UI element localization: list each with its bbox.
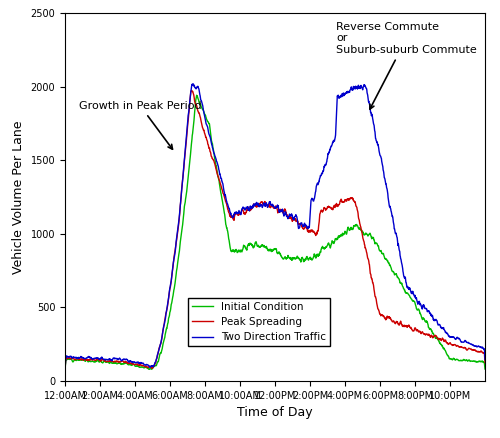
Initial Condition	[156, 359, 162, 364]
Two Direction Traffic	[432, 318, 438, 323]
Initial Condition	[340, 232, 346, 237]
Y-axis label: Vehicle Volume Per Lane: Vehicle Volume Per Lane	[12, 120, 25, 274]
Text: Growth in Peak Period: Growth in Peak Period	[79, 101, 202, 149]
Peak Spreading	[156, 349, 162, 354]
Initial Condition	[62, 367, 68, 373]
Line: Initial Condition: Initial Condition	[65, 95, 485, 370]
Two Direction Traffic	[396, 241, 402, 246]
Two Direction Traffic	[62, 367, 68, 372]
Peak Spreading	[188, 88, 194, 93]
Peak Spreading	[62, 367, 68, 372]
Initial Condition	[482, 367, 488, 372]
Two Direction Traffic	[145, 363, 151, 368]
Two Direction Traffic	[340, 90, 346, 95]
Two Direction Traffic	[156, 349, 162, 354]
Two Direction Traffic	[202, 119, 208, 124]
Legend: Initial Condition, Peak Spreading, Two Direction Traffic: Initial Condition, Peak Spreading, Two D…	[188, 298, 330, 346]
Peak Spreading	[396, 322, 402, 327]
Line: Two Direction Traffic: Two Direction Traffic	[65, 84, 485, 369]
Two Direction Traffic	[482, 357, 488, 362]
Text: Reverse Commute
or
Suburb-suburb Commute: Reverse Commute or Suburb-suburb Commute	[336, 21, 477, 109]
Peak Spreading	[432, 333, 438, 338]
Line: Peak Spreading: Peak Spreading	[65, 90, 485, 369]
Initial Condition	[202, 113, 208, 119]
Peak Spreading	[145, 365, 151, 370]
Initial Condition	[432, 336, 438, 341]
Two Direction Traffic	[190, 81, 196, 86]
Peak Spreading	[482, 360, 488, 365]
Peak Spreading	[202, 134, 208, 140]
Initial Condition	[145, 366, 151, 371]
Initial Condition	[396, 276, 402, 281]
Initial Condition	[194, 93, 200, 98]
X-axis label: Time of Day: Time of Day	[237, 406, 313, 419]
Peak Spreading	[340, 199, 346, 205]
